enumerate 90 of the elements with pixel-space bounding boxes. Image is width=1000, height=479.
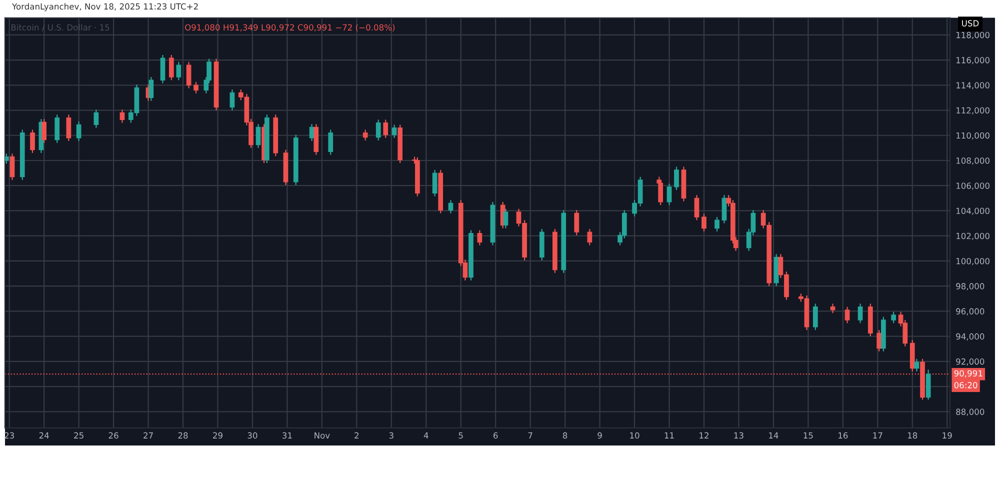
candlestick [30,129,35,154]
candlestick [858,303,863,324]
x-tick-label: 17 [873,432,882,438]
x-tick-label: 16 [838,432,848,439]
candlestick [168,54,174,81]
candlestick [876,329,882,352]
y-tick-label: 106,000 [956,182,990,190]
candlestick [5,153,9,164]
candlestick [477,230,482,246]
y-tick-label: 98,000 [956,283,984,290]
x-tick-label: 8 [562,432,568,439]
candlestick [666,183,672,206]
candlestick [891,311,896,324]
candlestick [376,119,381,141]
x-tick-label: 28 [178,432,188,439]
candlestick [328,129,334,156]
candlestick [844,306,850,324]
y-tick-label: 110,000 [956,132,990,140]
candlestick [722,194,727,224]
candlestick [574,210,580,236]
x-tick-label: 4 [424,432,428,438]
candlestick [702,213,706,232]
x-tick-label: 10 [630,432,640,439]
y-tick-label: 94,000 [956,333,984,340]
x-tick-label: 26 [108,432,118,439]
y-tick-label: 88,000 [956,408,984,416]
x-tick-label: 31 [282,432,292,439]
candlestick [383,119,388,138]
candlestick [230,88,235,111]
x-tick-label: 2 [354,432,358,438]
candlestick [148,76,154,102]
candlestick [694,194,700,221]
y-axis-title: USD [962,20,979,26]
x-tick-label: 5 [458,432,463,439]
ref-line-label: 90,991 [954,370,982,378]
x-tick-label: 25 [74,432,84,439]
x-tick-label: 15 [804,432,813,439]
candlestick [812,303,818,331]
candlestick [448,200,454,214]
y-tick-label: 112,000 [956,107,990,114]
x-tick-label: 12 [700,432,708,438]
text: Bitcoin / U.S. Dollar · 15 [11,24,110,32]
y-tick-label: 118,000 [956,32,990,40]
candlestick [66,114,72,142]
y-tick-label: 92,000 [956,358,984,366]
text: 06:20 [954,382,978,388]
x-tick-label: 19 [942,432,952,439]
x-tick-label: Nov [314,432,330,439]
x-tick-label: 9 [598,432,602,439]
candlestick [914,358,920,372]
candlestick [432,169,438,197]
candlestick [674,166,679,191]
candlestick [830,303,836,314]
candlestick [714,216,720,232]
annotation: O91,080 H91,349 L90,972 C90,991 −72 (−0.08%) [185,24,395,32]
y-tick-label: 114,000 [956,82,990,90]
candlestick [926,369,931,400]
candlestick [76,121,82,142]
x-tick-label: 3 [389,432,394,439]
x-tick-label: 13 [734,432,744,439]
candlestick [186,61,192,89]
x-tick-label: 7 [528,432,532,438]
candlestick [503,208,508,229]
candlestick [94,109,99,128]
candlestick [194,81,198,94]
x-tick-label: 11 [664,432,674,438]
x-tick-label: 30 [248,432,258,439]
candlestick [54,114,60,144]
candlestick [176,61,182,81]
chart-title: YordanLyanchev, Nov 18, 2025 11:23 UTC+2 [12,3,198,12]
y-tick-label: 116,000 [956,57,990,64]
candlestick [362,129,368,141]
candlestick [587,228,592,246]
x-tick-label: 27 [144,432,153,438]
x-tick-label: 14 [769,432,778,438]
x-tick-label: 29 [213,432,222,439]
candlestick [256,124,261,148]
y-tick-label: 100,000 [956,258,990,266]
candlestick [160,54,166,84]
x-tick-label: 18 [908,432,918,439]
y-tick-label: 104,000 [956,208,990,215]
y-tick-label: 102,000 [956,232,990,240]
x-tick-label: 24 [39,432,49,438]
candlestick [42,118,47,144]
y-tick-label: 108,000 [956,157,990,165]
candlestick [120,109,125,124]
y-tick-label: 96,000 [956,308,984,316]
x-tick-label: 6 [494,432,498,439]
candlestick [392,124,397,138]
candlestick [10,153,15,181]
